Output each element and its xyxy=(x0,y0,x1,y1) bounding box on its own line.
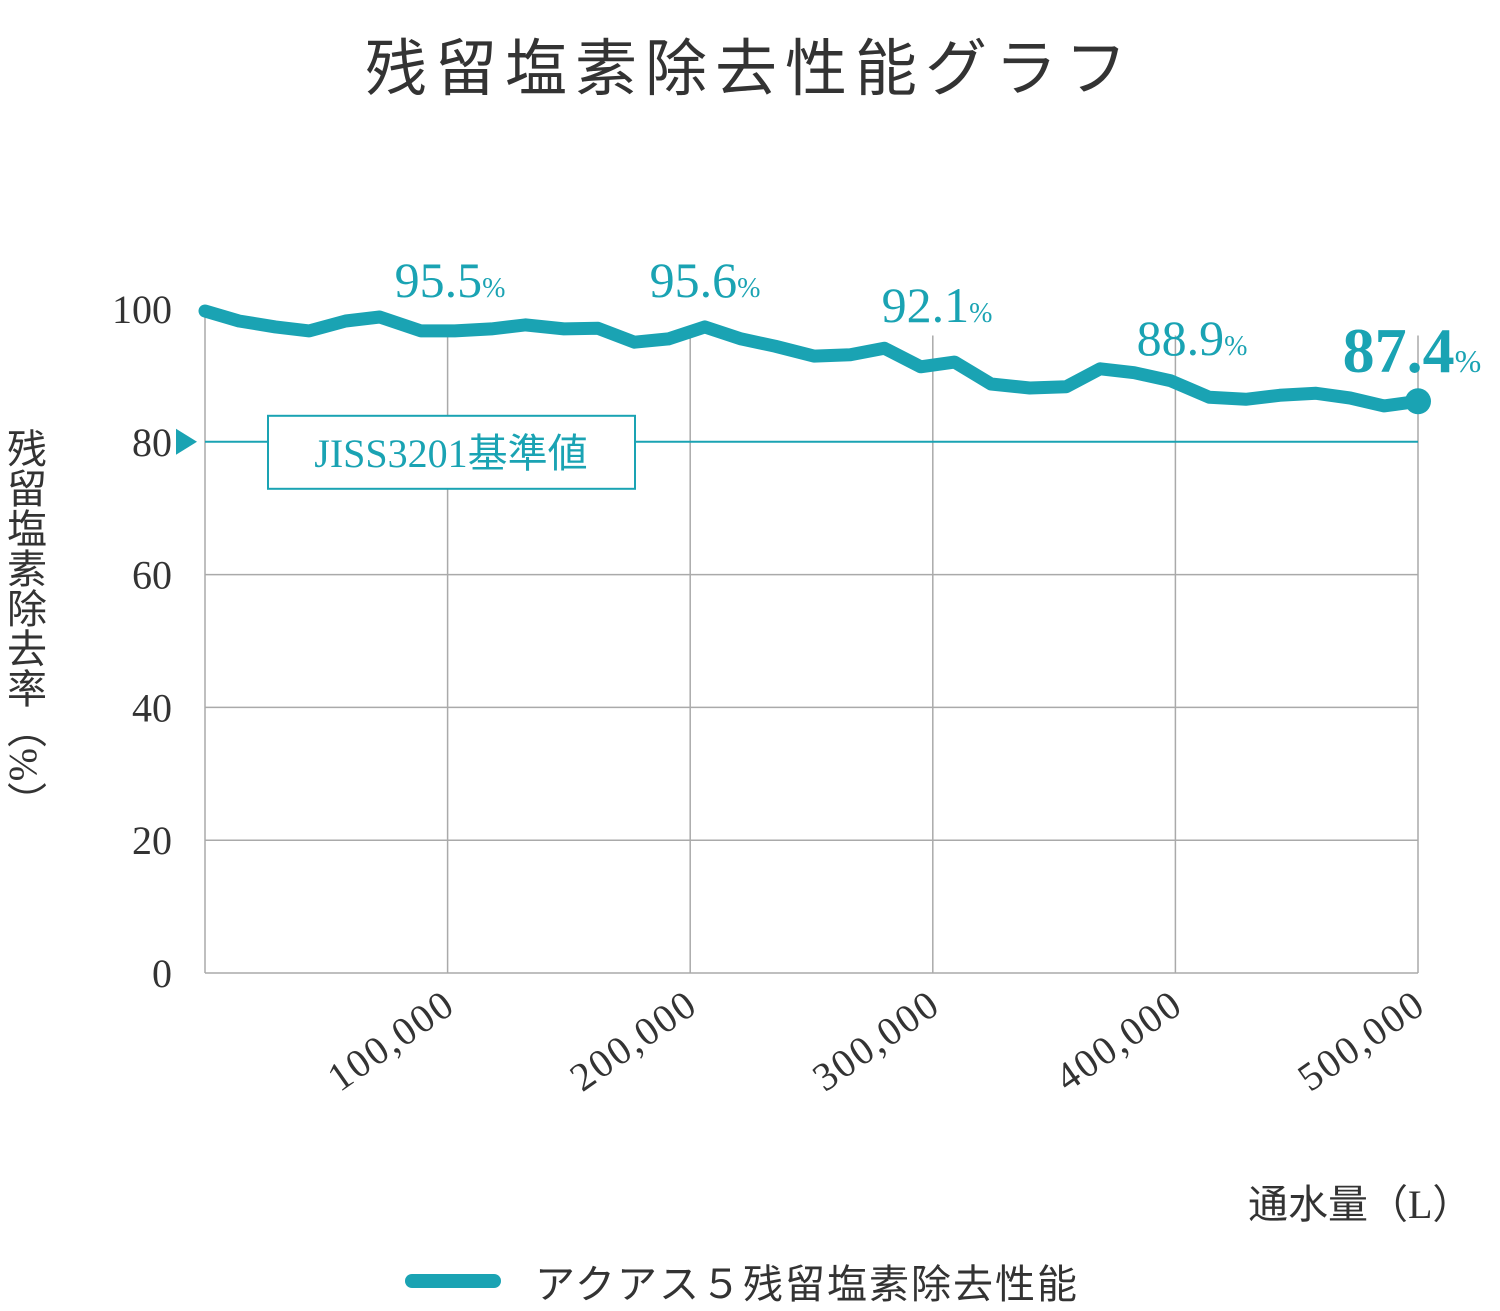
annotation-value: 95.6 xyxy=(650,252,738,308)
annotation-value: 88.9 xyxy=(1137,310,1225,366)
value-annotation: 95.6% xyxy=(650,252,761,308)
annotation-value: 95.5 xyxy=(395,252,483,308)
y-tick-label: 20 xyxy=(132,818,172,863)
annotation-unit: % xyxy=(1224,331,1247,362)
value-annotation: 87.4% xyxy=(1343,315,1482,386)
y-tick-label: 0 xyxy=(152,951,172,996)
annotation-unit: % xyxy=(482,273,505,304)
y-tick-label: 40 xyxy=(132,685,172,730)
value-annotation: 88.9% xyxy=(1137,310,1248,366)
annotation-value: 92.1 xyxy=(882,277,970,333)
reference-label: JISS3201基準値 xyxy=(314,431,587,476)
x-tick-label: 400,000 xyxy=(1047,981,1191,1100)
reference-arrow-icon xyxy=(176,428,197,455)
x-tick-label: 300,000 xyxy=(804,981,948,1100)
annotation-value: 87.4 xyxy=(1343,315,1455,386)
legend-swatch xyxy=(405,1274,501,1288)
y-tick-label: 100 xyxy=(112,287,172,332)
end-point-marker xyxy=(1405,388,1431,415)
chart-title: 残留塩素除去性能グラフ xyxy=(364,36,1135,104)
x-tick-label: 200,000 xyxy=(562,981,706,1100)
x-tick-label: 500,000 xyxy=(1289,981,1433,1100)
annotation-unit: % xyxy=(737,273,760,304)
legend-label: アクアス５残留塩素除去性能 xyxy=(535,1262,1079,1307)
legend: アクアス５残留塩素除去性能 xyxy=(405,1252,1079,1310)
x-axis-label: 通水量（L） xyxy=(1248,1182,1473,1227)
value-annotation: 95.5% xyxy=(395,252,506,308)
annotation-unit: % xyxy=(1455,343,1482,379)
annotation-unit: % xyxy=(969,298,992,329)
x-tick-label: 100,000 xyxy=(319,981,463,1100)
value-annotation: 92.1% xyxy=(882,277,993,333)
y-tick-label: 60 xyxy=(132,553,172,598)
y-tick-label: 80 xyxy=(132,420,172,465)
reference-label-box xyxy=(267,414,636,490)
y-axis-label: 残留塩素除去率（%） xyxy=(1,428,46,822)
